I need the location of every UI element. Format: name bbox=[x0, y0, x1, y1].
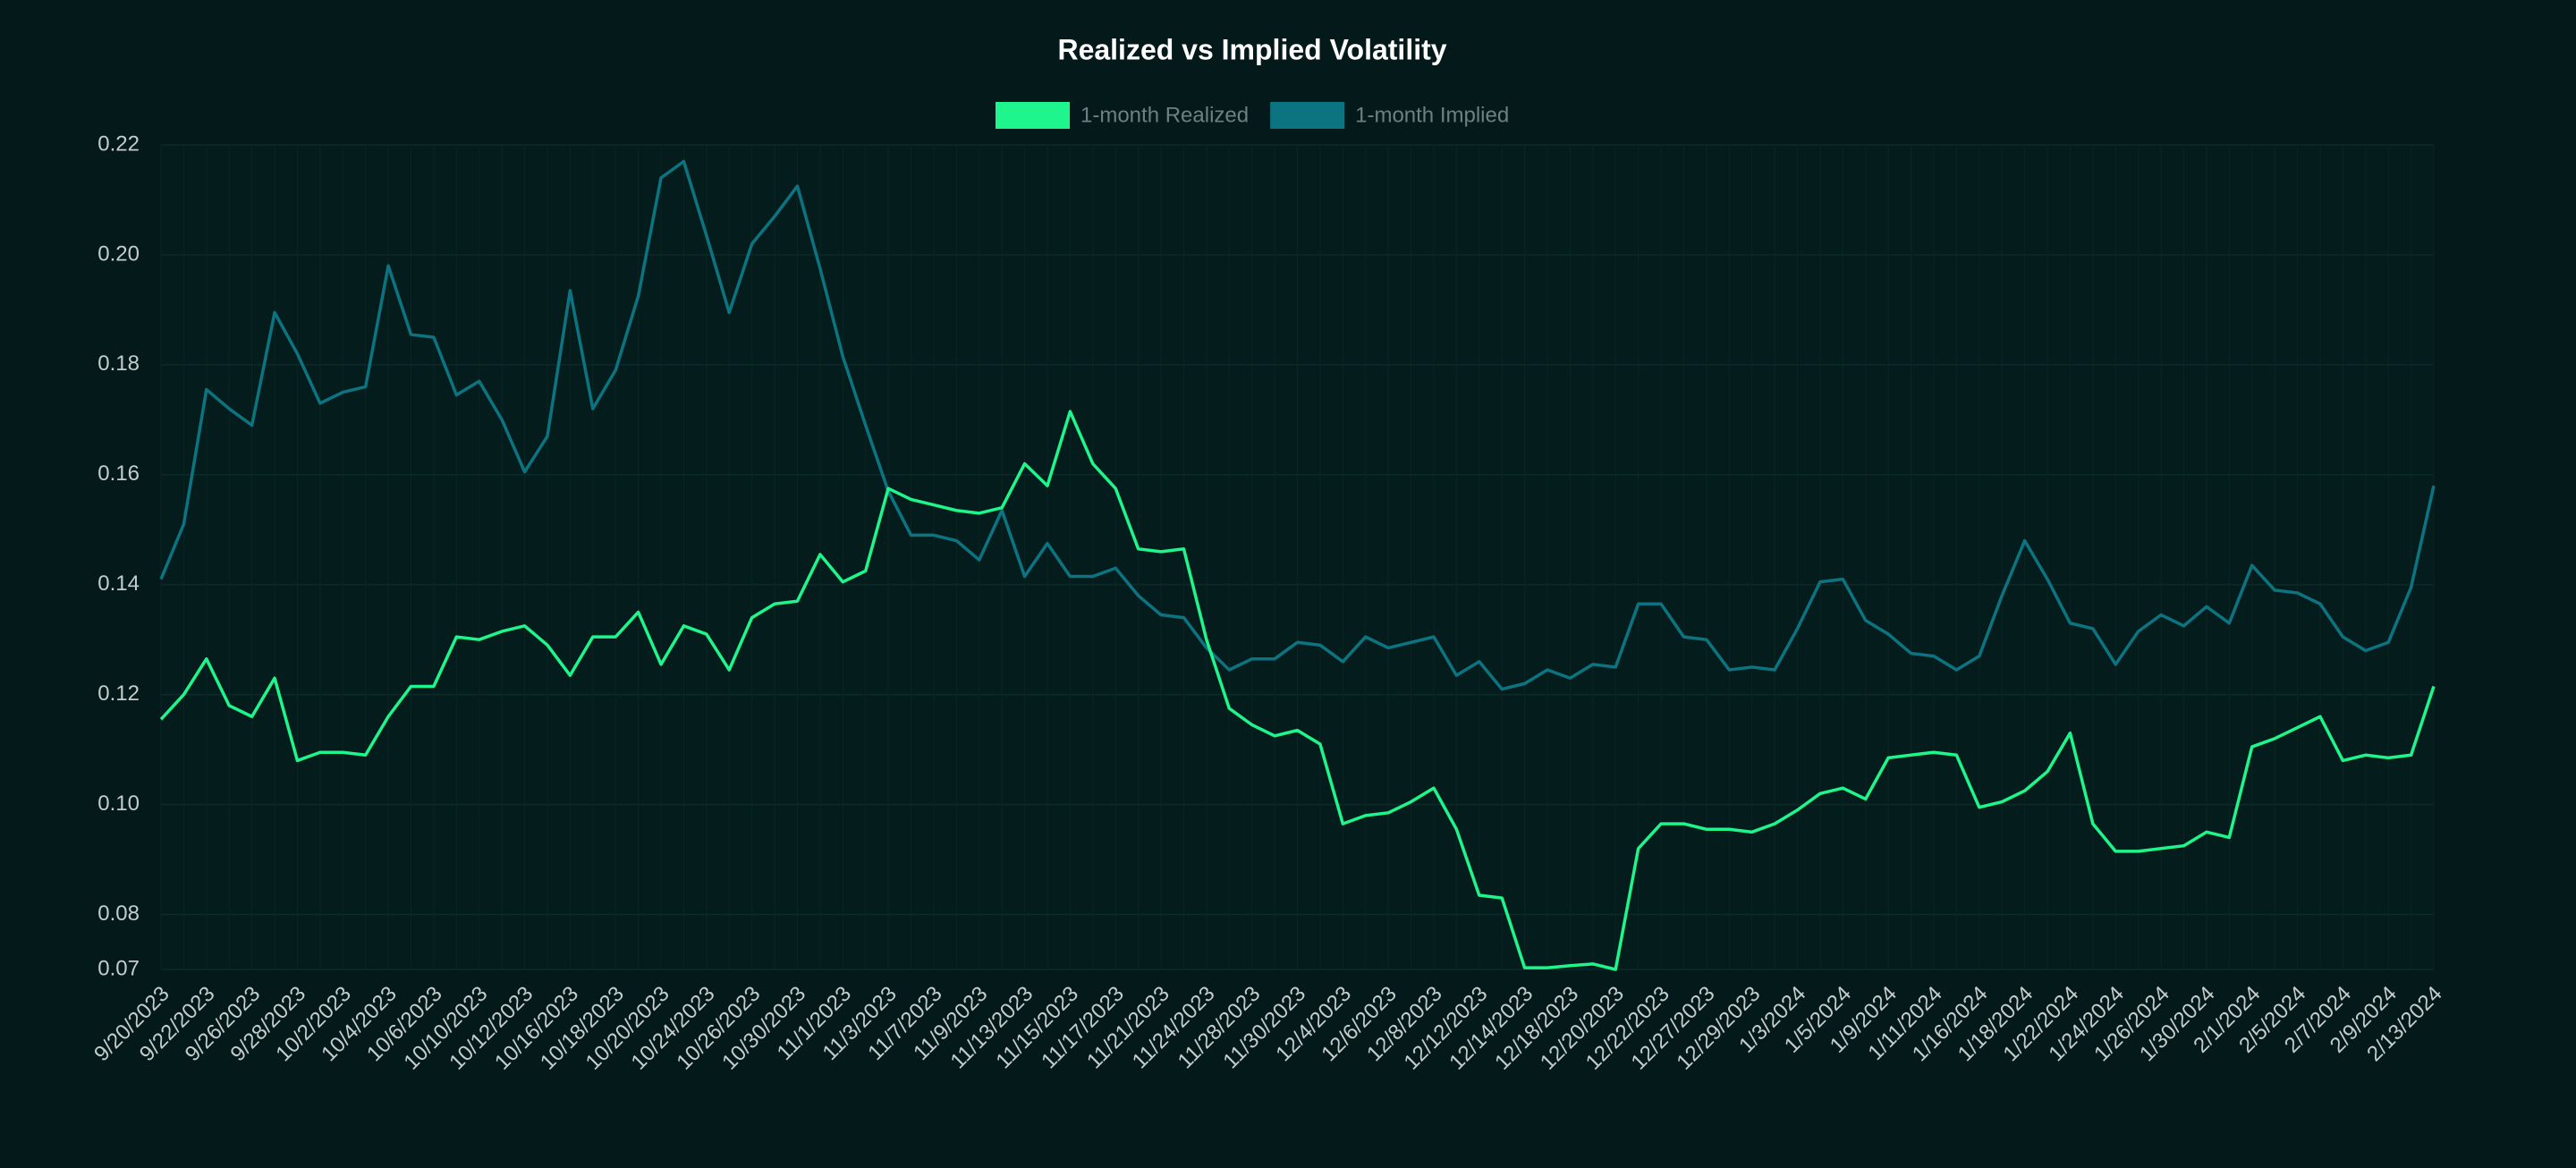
legend: 1-month Realized 1-month Implied bbox=[996, 102, 1509, 129]
y-tick-label: 0.10 bbox=[97, 791, 140, 816]
y-tick-label: 0.12 bbox=[97, 681, 140, 706]
y-tick-label: 0.22 bbox=[97, 131, 140, 156]
legend-label: 1-month Realized bbox=[1080, 103, 1249, 127]
grid bbox=[160, 144, 2435, 970]
y-tick-label: 0.20 bbox=[97, 241, 140, 266]
line-series bbox=[159, 159, 2436, 691]
y-tick-label: 0.16 bbox=[97, 461, 140, 486]
legend-label: 1-month Implied bbox=[1355, 103, 1509, 127]
y-tick-label: 0.08 bbox=[97, 901, 140, 926]
y-tick-label: 0.07 bbox=[97, 956, 140, 980]
line-series bbox=[159, 410, 2436, 971]
legend-swatch bbox=[996, 102, 1070, 129]
y-tick-label: 0.18 bbox=[97, 351, 140, 376]
chart-title: Realized vs Implied Volatility bbox=[1057, 33, 1446, 65]
y-tick-label: 0.14 bbox=[97, 571, 140, 596]
legend-swatch bbox=[1270, 102, 1345, 129]
